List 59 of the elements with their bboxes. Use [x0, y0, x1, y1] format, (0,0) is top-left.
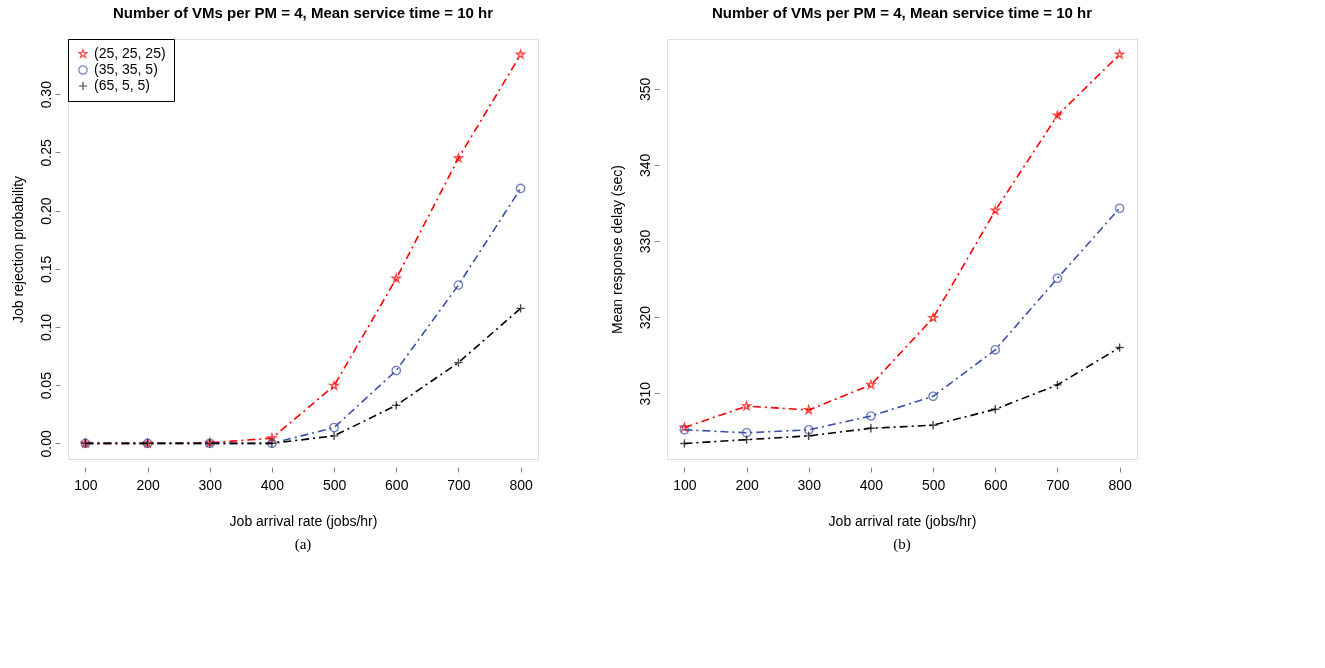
point: [741, 401, 752, 411]
point: [267, 433, 277, 443]
point: [866, 379, 876, 389]
text: (a): [294, 536, 312, 553]
chart-title: Number of VMs per PM = 4, Mean service time = 10 hr: [711, 4, 1093, 21]
point: [803, 424, 814, 435]
x-tick-label: 400: [260, 476, 285, 493]
x-axis-title: Job arrival rate (jobs/hr): [828, 512, 977, 529]
x-tick-label: 700: [1046, 476, 1070, 493]
point: [329, 380, 339, 390]
legend-label: (25, 25, 25): [94, 45, 166, 61]
x-tick-label: 500: [322, 476, 347, 493]
point: [453, 153, 464, 163]
y-tick-label: 350: [636, 77, 653, 101]
point: [515, 49, 526, 59]
legend-label: (65, 5, 5): [94, 77, 151, 93]
point: [1114, 49, 1125, 59]
point: [329, 430, 339, 441]
point: [866, 411, 876, 421]
x-tick-label: 300: [198, 476, 223, 493]
x-tick-label: 100: [673, 476, 697, 493]
chart-title: Number of VMs per PM = 4, Mean service time = 10 hr: [112, 4, 494, 21]
text: (b): [893, 536, 911, 553]
x-tick-label: 600: [984, 476, 1008, 493]
point: [391, 365, 402, 376]
y-tick-label: 0.05: [37, 371, 54, 400]
x-tick-label: 700: [447, 476, 471, 493]
point: [1114, 203, 1125, 214]
point: [741, 427, 752, 438]
x-tick-label: 300: [797, 476, 822, 493]
y-tick-label: 320: [636, 305, 653, 330]
y-tick-label: 310: [636, 381, 653, 406]
y-axis-title: Mean response delay (sec): [608, 165, 625, 334]
x-tick-label: 800: [1108, 476, 1132, 493]
x-tick-label: 800: [509, 476, 533, 493]
y-tick-label: 0.30: [37, 80, 54, 109]
point: [1052, 110, 1063, 120]
point: [990, 344, 1001, 355]
x-tick-label: 100: [74, 476, 98, 493]
y-tick-label: 330: [636, 229, 653, 254]
x-tick-label: 600: [385, 476, 409, 493]
x-tick-label: 200: [735, 476, 759, 493]
y-tick-label: 0.25: [37, 139, 54, 167]
point: [515, 183, 526, 194]
point: [453, 280, 464, 290]
y-axis-title: Job rejection probability: [9, 175, 26, 324]
point: [329, 422, 339, 433]
y-tick-label: 0.20: [37, 197, 54, 225]
y-tick-label: 0.15: [37, 255, 54, 283]
y-tick-label: 0.10: [37, 313, 54, 342]
y-tick-label: 0.00: [37, 430, 54, 458]
x-tick-label: 500: [921, 476, 946, 493]
y-tick-label: 340: [636, 153, 653, 178]
x-tick-label: 400: [859, 476, 884, 493]
point: [928, 391, 938, 402]
x-axis-title: Job arrival rate (jobs/hr): [229, 512, 378, 529]
legend-label: (35, 35, 5): [94, 61, 158, 77]
point: [1052, 273, 1063, 284]
x-tick-label: 200: [136, 476, 160, 493]
